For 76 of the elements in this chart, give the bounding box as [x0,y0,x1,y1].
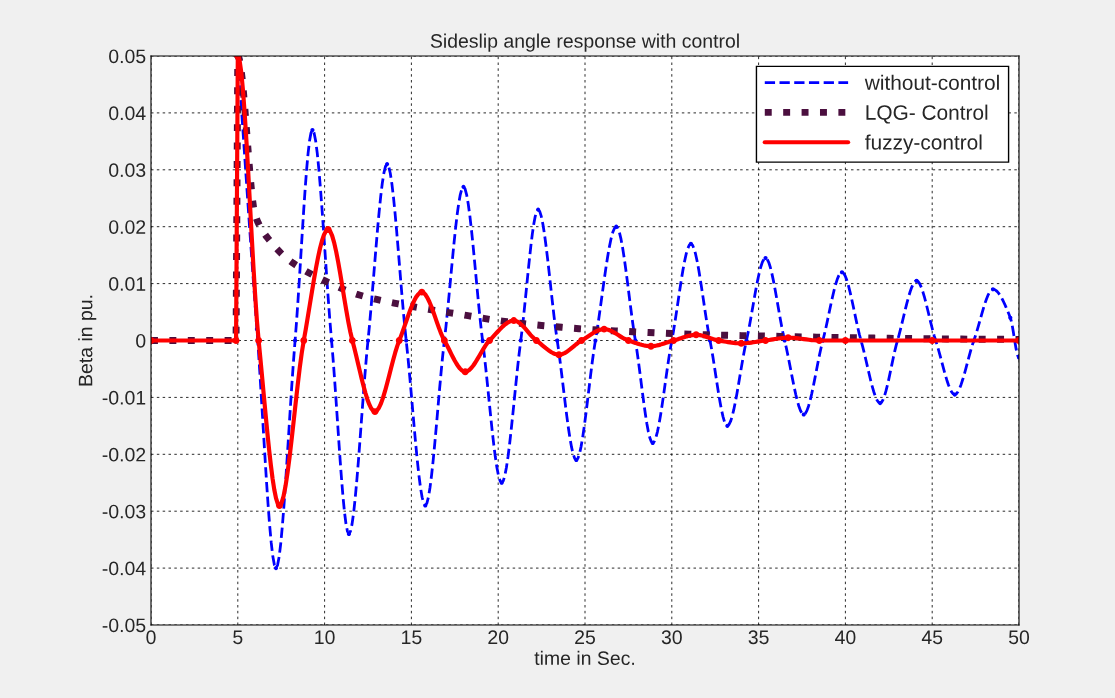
point [815,337,823,344]
point [371,408,379,416]
point [839,270,845,275]
x-tick-label: 5 [233,630,243,645]
point [300,337,308,344]
legend-label: LQG- Control [866,104,988,124]
chart-title: Sideslip angle response with control [430,33,739,52]
x-tick-label: 20 [488,630,509,645]
point [423,503,428,508]
point [990,287,996,292]
point [715,337,723,344]
x-tick-label: 25 [575,630,595,645]
y-tick-label: -0.03 [102,504,146,519]
x-tick-label: 40 [835,630,856,645]
y-tick-label: -0.05 [102,618,146,633]
point [1008,315,1013,320]
point [763,255,768,261]
x-axis-title: time in Sec. [534,650,635,666]
point [518,338,523,343]
y-tick-label: -0.02 [102,447,146,462]
point [737,339,745,347]
y-tick-label: 0.05 [109,49,146,64]
point [578,337,585,344]
y-axis-title: Beta in pu. [78,295,97,386]
point [784,334,792,342]
point [555,338,560,343]
x-tick-label: 45 [921,630,943,645]
point [725,423,730,428]
x-tick-label: 35 [748,630,769,645]
legend-label: fuzzy-control [865,134,982,154]
y-tick-label: -0.01 [102,390,146,405]
point [329,338,334,343]
y-tick-label: 0.02 [109,220,146,234]
x-tick-label: 15 [402,630,422,645]
point [404,338,409,343]
point [952,392,957,397]
point [486,337,493,344]
y-tick-label: 0.03 [109,163,146,178]
point [510,317,518,325]
point [418,288,426,296]
point [762,337,770,344]
point [624,337,632,344]
point [348,337,356,344]
point [647,342,655,350]
point [273,566,279,571]
legend-label: without-control [864,74,999,91]
x-tick-label: 30 [661,630,682,645]
y-tick-label: -0.04 [102,561,146,576]
point [324,226,332,234]
point [310,127,315,133]
point [878,401,883,406]
x-tick-label: 50 [1008,630,1030,645]
y-tick-label: 0.01 [109,277,146,291]
point [555,351,563,359]
y-tick-label: 0 [136,333,146,348]
point [255,337,263,344]
point [532,337,540,344]
point [536,207,541,212]
y-tick-label: 0.04 [109,106,146,121]
x-tick-label: 10 [315,630,335,645]
point [293,338,298,343]
point [841,337,849,344]
point [480,338,485,343]
point [461,184,466,189]
point [385,162,390,167]
point [692,331,700,339]
point [928,337,936,344]
point [499,480,504,485]
point [614,224,619,229]
point [232,337,240,344]
point [670,337,678,344]
point [650,440,655,445]
x-tick-label: 0 [146,630,156,645]
point [395,337,403,344]
point [688,241,693,246]
point [461,368,469,376]
